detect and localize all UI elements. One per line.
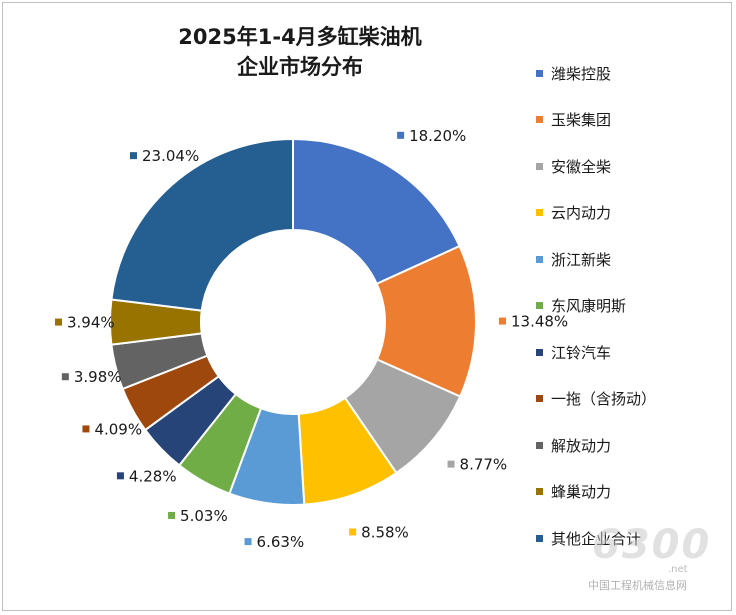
legend-label: 安徽全柴 (551, 157, 612, 176)
data-label-text: 5.03% (180, 507, 228, 525)
donut-slice (110, 137, 294, 312)
legend-swatch (536, 69, 543, 77)
data-label-marker (82, 425, 90, 433)
legend-item: 一拖（含扬动） (536, 388, 656, 410)
legend-item: 东风康明斯 (536, 295, 626, 317)
legend-swatch (536, 395, 543, 402)
donut-slice (292, 137, 461, 286)
watermark-domain: .net (668, 564, 688, 575)
data-label-marker (349, 528, 357, 536)
data-label-text: 23.04% (142, 147, 199, 165)
legend-label: 玉柴集团 (551, 111, 612, 129)
data-label-marker (447, 460, 455, 468)
data-label: 5.03% (168, 507, 228, 525)
watermark-text: 中国工程机械信息网 (588, 579, 687, 592)
data-label-marker (168, 511, 176, 519)
data-label-text: 13.48% (511, 313, 568, 331)
data-label-marker (130, 152, 138, 160)
data-label-text: 4.28% (129, 467, 177, 485)
legend-item: 云内动力 (536, 202, 611, 224)
data-label: 23.04% (130, 147, 199, 165)
data-label-text: 3.94% (67, 314, 115, 332)
legend-label: 一拖（含扬动） (551, 390, 657, 408)
data-label-marker (55, 318, 63, 326)
legend-swatch (536, 488, 543, 495)
legend-swatch (536, 162, 543, 170)
data-label-text: 3.98% (74, 368, 122, 386)
data-label-text: 4.09% (94, 420, 142, 438)
data-label-text: 8.58% (361, 523, 409, 541)
legend-swatch (536, 534, 543, 542)
data-label: 4.09% (82, 420, 142, 438)
legend-item: 其他企业合计 (536, 527, 641, 549)
data-label-text: 18.20% (409, 127, 466, 145)
data-label: 18.20% (397, 127, 466, 145)
legend-swatch (536, 348, 543, 356)
legend-label: 潍柴控股 (551, 64, 612, 83)
legend-swatch (536, 255, 543, 263)
legend-item: 安徽全柴 (536, 155, 611, 177)
data-label: 13.48% (498, 313, 568, 331)
data-label-text: 8.77% (460, 456, 508, 474)
data-label: 3.94% (55, 314, 115, 332)
legend-swatch (536, 209, 543, 216)
data-label-marker (244, 538, 252, 546)
legend-swatch (536, 116, 543, 123)
legend-label: 江铃汽车 (551, 343, 612, 362)
legend-item: 玉柴集团 (536, 109, 611, 131)
data-label-marker (498, 317, 506, 325)
watermark-logo: 6300 (592, 522, 712, 568)
legend-label: 浙江新柴 (551, 250, 612, 269)
data-label: 4.28% (116, 467, 177, 485)
legend-label: 解放动力 (551, 436, 612, 455)
data-label-text: 6.63% (257, 533, 305, 551)
chart-title-line-2: 企业市场分布 (237, 55, 363, 79)
legend-item: 浙江新柴 (536, 248, 611, 270)
watermark: 6300 .net 中国工程机械信息网 (588, 522, 728, 592)
legend-label: 云内动力 (551, 204, 612, 222)
legend-item: 解放动力 (536, 434, 611, 456)
data-label-marker (397, 131, 405, 139)
legend-swatch (536, 302, 543, 309)
data-label: 8.58% (349, 523, 409, 541)
data-label-marker (61, 373, 69, 381)
data-label: 8.77% (447, 456, 508, 474)
data-label-marker (116, 472, 124, 480)
legend-swatch (536, 441, 543, 449)
legend-item: 江铃汽车 (536, 341, 611, 363)
data-label: 3.98% (61, 368, 122, 386)
legend-label: 其他企业合计 (551, 529, 642, 548)
chart-title-line-1: 2025年1-4月多缸柴油机 (178, 25, 422, 49)
legend-item: 潍柴控股 (536, 62, 611, 84)
legend-label: 蜂巢动力 (551, 483, 612, 501)
data-label: 6.63% (244, 533, 305, 551)
legend-label: 东风康明斯 (551, 297, 627, 315)
chart-title: 2025年1-4月多缸柴油机 企业市场分布 (150, 22, 450, 82)
legend-item: 蜂巢动力 (536, 481, 611, 503)
